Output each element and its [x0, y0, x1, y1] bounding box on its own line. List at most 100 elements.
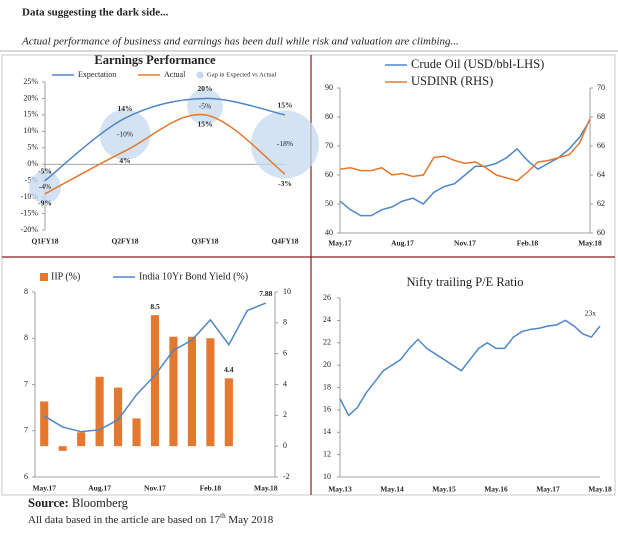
source-name: Bloomberg — [72, 496, 129, 510]
data-label: 14% — [118, 104, 133, 113]
x-tick-label: May.17 — [32, 484, 56, 493]
bar — [169, 336, 178, 447]
y-tick-label: 20 — [323, 360, 331, 369]
y2-tick-label: 2 — [283, 410, 287, 419]
source-label: Source: — [28, 496, 69, 510]
series-line — [44, 97, 286, 182]
legend-label: USDINR (RHS) — [411, 74, 493, 88]
bar — [114, 387, 123, 447]
gap-bubble — [187, 88, 223, 125]
y-tick-label: 0% — [27, 159, 38, 168]
legend-swatch — [196, 71, 204, 79]
series-line — [43, 302, 267, 433]
legend-label: Expectation — [78, 70, 116, 79]
bar — [132, 418, 141, 447]
y-tick-label: 24 — [323, 315, 331, 324]
y-tick-label: 16 — [323, 405, 331, 414]
y2-tick-label: 8 — [283, 318, 287, 327]
data-label: 4% — [119, 156, 130, 165]
data-label: 8.5 — [150, 302, 160, 311]
y-tick-label: 8 — [24, 287, 28, 296]
series-line — [339, 118, 591, 182]
data-label: -10% — [117, 129, 133, 138]
data-label: -18% — [277, 139, 293, 148]
gap-bubble — [251, 110, 319, 179]
bar — [58, 446, 67, 451]
data-label: -5% — [199, 101, 212, 110]
x-tick-label: May.13 — [328, 485, 352, 494]
data-label: -5% — [38, 166, 52, 175]
y-tick-label: 26 — [323, 293, 331, 302]
x-tick-label: Nov.17 — [144, 484, 166, 493]
y2-tick-label: 66 — [597, 141, 605, 150]
bar — [95, 376, 104, 447]
y-tick-label: 7 — [24, 379, 28, 388]
y-tick-label: 25% — [23, 77, 38, 86]
y2-tick-label: 0 — [283, 441, 287, 450]
y-tick-label: 70 — [325, 141, 333, 150]
data-label: -4% — [39, 182, 52, 191]
note-end: May 2018 — [226, 514, 274, 526]
legend-label: IIP (%) — [51, 271, 80, 282]
y-tick-label: 5% — [27, 143, 38, 152]
x-tick-label: Feb.18 — [517, 239, 539, 248]
y2-tick-label: 68 — [597, 112, 605, 121]
y-tick-label: 10 — [323, 472, 331, 481]
y2-tick-label: -2 — [283, 472, 290, 481]
panel-frame — [1, 54, 616, 496]
series-line — [339, 119, 591, 217]
legend-swatch — [40, 273, 48, 281]
bar — [206, 338, 215, 447]
y-tick-label: -10% — [21, 192, 39, 201]
y-tick-label: 8 — [24, 333, 28, 342]
bar — [77, 432, 86, 447]
x-tick-label: Q4FY18 — [271, 237, 298, 246]
data-label: 7.88 — [259, 289, 272, 298]
y2-tick-label: 70 — [597, 83, 605, 92]
note-sup: th — [220, 512, 226, 520]
y-tick-label: 40 — [325, 228, 333, 237]
legend-label: India 10Yr Bond Yield (%) — [139, 271, 248, 282]
y-tick-label: 20% — [23, 93, 38, 102]
x-tick-label: Aug.17 — [88, 484, 111, 493]
y-tick-label: 22 — [323, 338, 331, 347]
x-tick-label: May.18 — [578, 239, 602, 248]
y2-tick-label: 64 — [597, 170, 605, 179]
bar — [150, 315, 160, 447]
y-tick-label: 90 — [325, 83, 333, 92]
x-tick-label: May.18 — [254, 484, 278, 493]
legend-label: Crude Oil (USD/bbl-LHS) — [411, 57, 544, 71]
y-tick-label: 60 — [325, 170, 333, 179]
y2-tick-label: 10 — [283, 287, 291, 296]
legend-label: Gap in Expected vs Actual — [207, 71, 277, 78]
bar — [40, 401, 49, 447]
data-label: -3% — [278, 179, 292, 188]
y-tick-label: -20% — [21, 225, 39, 234]
page-subtitle: Actual performance of business and earni… — [21, 36, 459, 48]
y-tick-label: 80 — [325, 112, 333, 121]
y-tick-label: 15% — [23, 110, 38, 119]
x-tick-label: May.17 — [536, 485, 560, 494]
y-tick-label: 6 — [24, 472, 28, 481]
y-tick-label: 14 — [323, 427, 331, 436]
note: All data based in the article are based … — [28, 512, 274, 526]
annotation: 23x — [585, 309, 597, 318]
series-line — [44, 113, 286, 195]
x-tick-label: May.14 — [380, 485, 404, 494]
x-tick-label: Nov.17 — [454, 239, 476, 248]
y2-tick-label: 62 — [597, 199, 605, 208]
data-label: 15% — [198, 120, 213, 129]
y-tick-label: 7 — [24, 426, 28, 435]
bar — [187, 336, 196, 447]
x-tick-label: May.16 — [484, 485, 508, 494]
x-tick-label: May.17 — [328, 239, 352, 248]
x-tick-label: Q1FY18 — [31, 237, 58, 246]
x-tick-label: Feb.18 — [200, 484, 222, 493]
x-tick-label: May.18 — [588, 485, 612, 494]
legend-label: Actual — [164, 70, 186, 79]
y-tick-label: 18 — [323, 382, 331, 391]
x-tick-label: Q3FY18 — [191, 237, 218, 246]
chart-title: Earnings Performance — [94, 53, 216, 67]
x-tick-label: Q2FY18 — [111, 237, 138, 246]
